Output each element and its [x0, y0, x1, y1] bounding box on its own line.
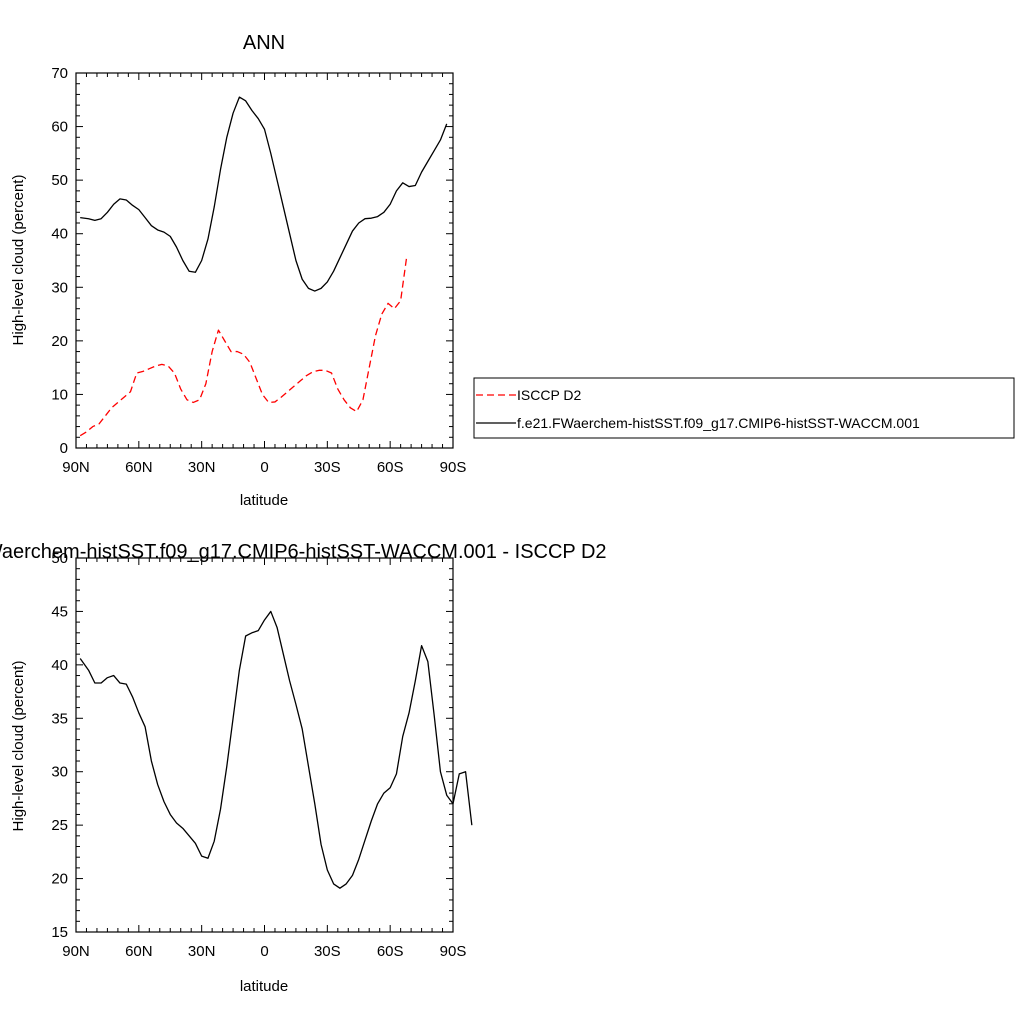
y-tick-label: 45: [51, 603, 68, 620]
x-tick-label: 0: [260, 459, 268, 476]
x-tick-label: 90N: [62, 459, 90, 476]
x-tick-label: 30S: [314, 459, 341, 476]
series-line-0: [79, 255, 408, 437]
x-tick-label: 60S: [377, 943, 404, 960]
x-tick-label: 90S: [440, 943, 467, 960]
x-tick-label: 30N: [188, 459, 216, 476]
x-tick-label: 30S: [314, 943, 341, 960]
y-tick-label: 20: [51, 871, 68, 888]
legend-box: [473, 377, 1015, 439]
y-tick-label: 30: [51, 764, 68, 781]
y-axis-label: High-level cloud (percent): [10, 661, 27, 832]
y-tick-label: 50: [51, 550, 68, 567]
legend: ISCCP D2 f.e21.FWaerchem-histSST.f09_g17…: [473, 377, 1015, 439]
x-tick-label: 0: [260, 943, 268, 960]
x-tick-label: 30N: [188, 943, 216, 960]
x-tick-label: 60N: [125, 943, 153, 960]
y-tick-label: 40: [51, 226, 68, 243]
x-axis-label: latitude: [240, 978, 288, 995]
annual-mean-panel: ANN 90N 60N 30N 0 30S 60S 90S 0 10 20 30 40 50 60 70 l…: [10, 32, 466, 509]
series-line-0: [79, 610, 473, 889]
y-tick-label: 35: [51, 710, 68, 727]
y-tick-label: 30: [51, 279, 68, 296]
x-axis-label: latitude: [240, 492, 288, 509]
legend-label-model: f.e21.FWaerchem-histSST.f09_g17.CMIP6-hi…: [517, 415, 920, 431]
plot-area: 90N 60N 30N 0 30S 60S 90S 0 10 20 30 40 50 60 70: [51, 65, 466, 476]
y-axis-label: High-level cloud (percent): [10, 175, 27, 346]
series-line-1: [80, 96, 448, 292]
difference-panel: f.e21.FWaerchem-histSST.f09_g17.CMIP6-hi…: [0, 541, 607, 995]
y-tick-label: 0: [60, 440, 68, 457]
y-tick-label: 25: [51, 817, 68, 834]
x-tick-label: 90N: [62, 943, 90, 960]
x-tick-label: 60S: [377, 459, 404, 476]
y-tick-label: 10: [51, 386, 68, 403]
plot-area: 90N 60N 30N 0 30S 60S 90S 15 20 25 30 35 40 45 50: [51, 550, 473, 960]
y-tick-label: 50: [51, 172, 68, 189]
y-tick-label: 60: [51, 119, 68, 136]
y-tick-label: 15: [51, 924, 68, 941]
y-tick-label: 40: [51, 657, 68, 674]
x-tick-label: 90S: [440, 459, 467, 476]
chart-title: f.e21.FWaerchem-histSST.f09_g17.CMIP6-hi…: [0, 541, 607, 563]
y-tick-label: 70: [51, 65, 68, 82]
legend-label-isccp: ISCCP D2: [517, 387, 582, 403]
y-tick-label: 20: [51, 333, 68, 350]
chart-title: ANN: [243, 32, 285, 54]
x-tick-label: 60N: [125, 459, 153, 476]
